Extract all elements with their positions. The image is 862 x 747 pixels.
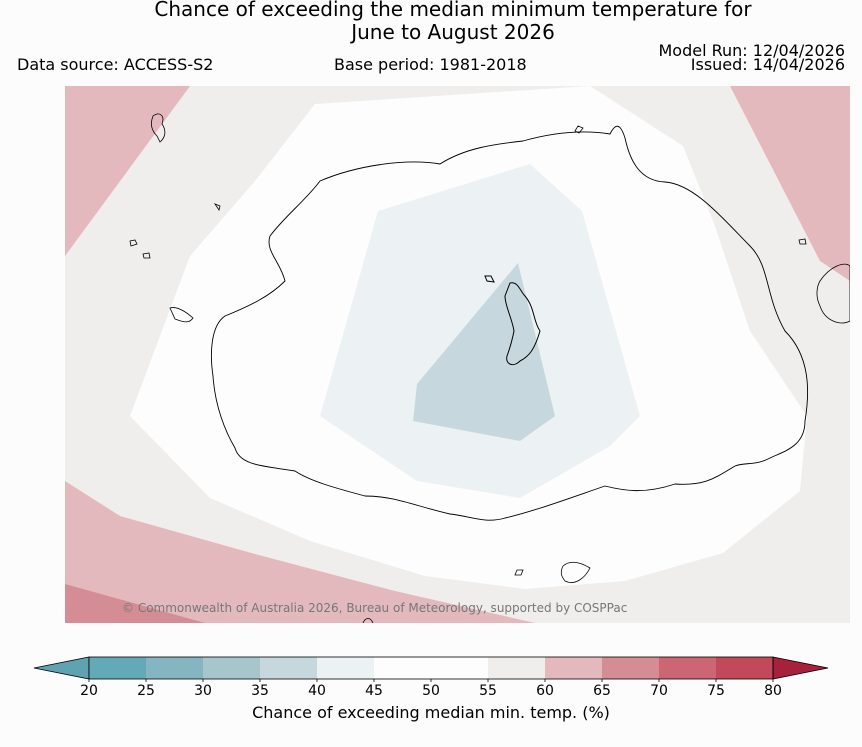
island-east-edge — [816, 263, 850, 324]
colorbar-segments — [33, 656, 829, 680]
colorbar-tick-label: 75 — [707, 683, 725, 699]
colorbar-segment — [374, 657, 431, 679]
colorbar-segment — [431, 657, 488, 679]
colorbar-tick-label: 40 — [308, 683, 326, 699]
probability-map — [65, 86, 850, 623]
colorbar-tick-label: 70 — [650, 683, 668, 699]
colorbar-segment — [317, 657, 374, 679]
colorbar-tick-label: 65 — [593, 683, 611, 699]
map-region-35-40 — [413, 263, 555, 441]
islet-west-4 — [169, 307, 194, 323]
title-line-1: Chance of exceeding the median minimum t… — [154, 0, 752, 21]
map-region-60-65-ne — [730, 86, 850, 281]
colorbar-segment — [545, 657, 602, 679]
colorbar-tick-label: 60 — [536, 683, 554, 699]
islet-south-3 — [362, 618, 374, 623]
islet-south-1 — [560, 562, 591, 583]
lake-outline — [504, 282, 541, 366]
colorbar-tick-label: 45 — [365, 683, 383, 699]
islet-east-1 — [798, 238, 807, 245]
island-coastline — [210, 125, 809, 521]
colorbar-segment — [602, 657, 659, 679]
colorbar-segment — [659, 657, 716, 679]
issued-date: Issued: 14/04/2026 — [690, 55, 845, 74]
islet-north-2 — [574, 125, 584, 134]
colorbar-over-arrow — [772, 656, 829, 680]
islet-west-2 — [129, 239, 138, 247]
chart-title: Chance of exceeding the median minimum t… — [0, 0, 862, 44]
colorbar-tick-label: 50 — [422, 683, 440, 699]
map-region-60-65-sw — [65, 481, 535, 623]
colorbar-segment — [146, 657, 203, 679]
map-region-60-65-nw — [65, 86, 190, 256]
data-source: Data source: ACCESS-S2 — [17, 55, 214, 74]
colorbar-ticks: 20 25 30 35 40 45 50 55 60 65 70 75 80 — [80, 679, 782, 699]
base-period: Base period: 1981-2018 — [334, 55, 527, 74]
title-line-2: June to August 2026 — [351, 20, 555, 44]
colorbar-tick-label: 25 — [137, 683, 155, 699]
colorbar-segment — [716, 657, 773, 679]
copyright-notice: © Commonwealth of Australia 2026, Bureau… — [122, 601, 628, 615]
colorbar: 20 25 30 35 40 45 50 55 60 65 70 75 80 — [33, 656, 829, 699]
colorbar-tick-label: 35 — [251, 683, 269, 699]
colorbar-segment — [203, 657, 260, 679]
model-run: Model Run: 12/04/2026 — [658, 41, 846, 60]
colorbar-segment — [488, 657, 545, 679]
colorbar-label: Chance of exceeding median min. temp. (%… — [252, 703, 610, 722]
map-region-65-70 — [65, 584, 205, 623]
colorbar-tick-label: 80 — [764, 683, 782, 699]
colorbar-under-arrow — [33, 656, 90, 680]
islet-west-5 — [213, 203, 221, 211]
colorbar-tick-label: 55 — [479, 683, 497, 699]
islet-west-1 — [150, 113, 166, 143]
islet-north — [484, 275, 495, 283]
islet-south-2 — [514, 569, 524, 576]
colorbar-segment — [260, 657, 317, 679]
islet-west-3 — [142, 252, 151, 259]
colorbar-tick-label: 20 — [80, 683, 98, 699]
colorbar-tick-label: 30 — [194, 683, 212, 699]
colorbar-segment — [89, 657, 146, 679]
